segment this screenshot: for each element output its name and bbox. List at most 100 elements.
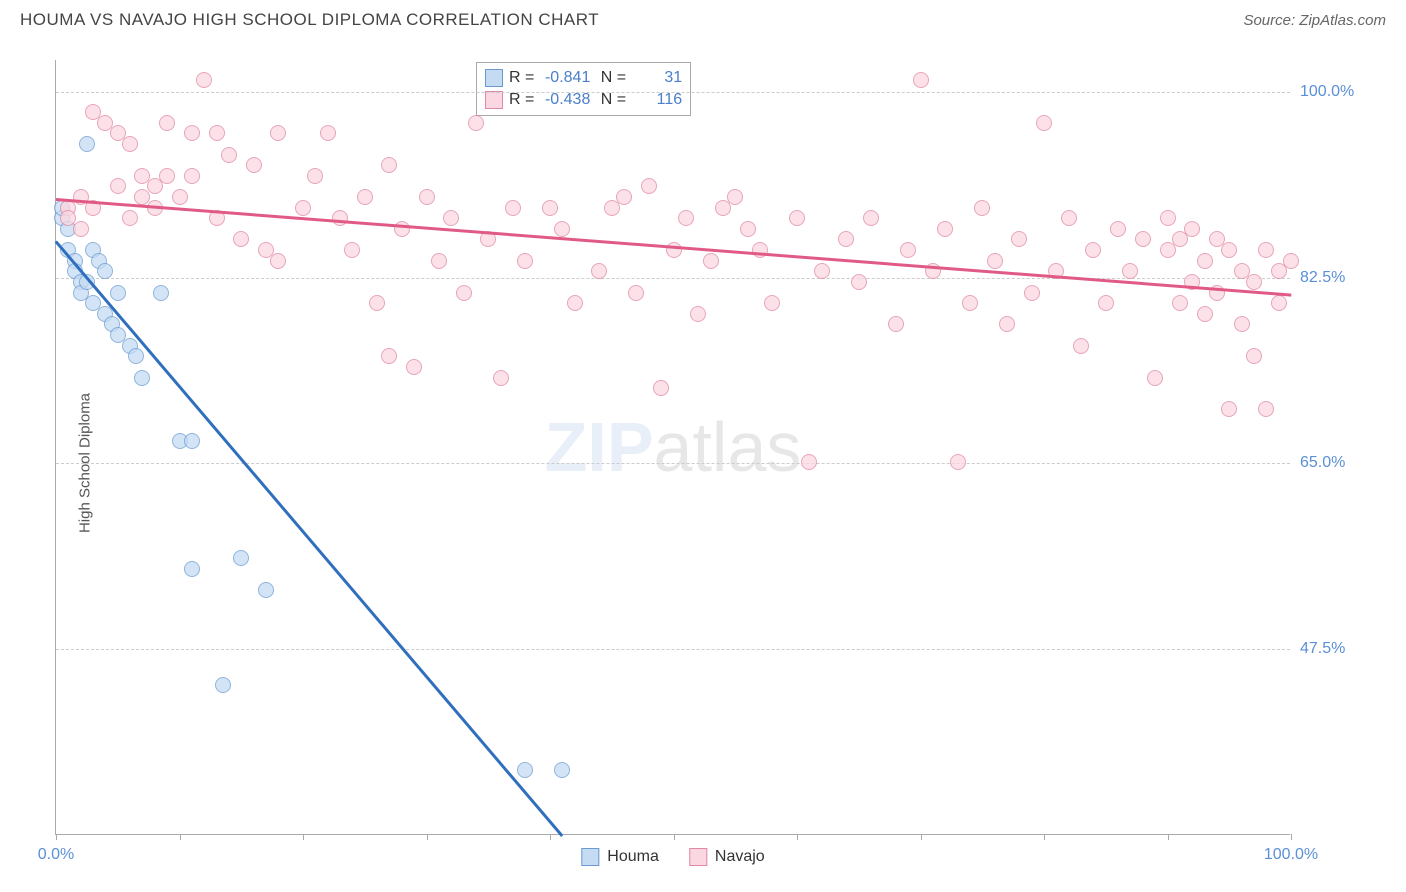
legend-label: Navajo (715, 848, 765, 866)
data-point (406, 359, 422, 375)
data-point (838, 231, 854, 247)
data-point (233, 550, 249, 566)
data-point (209, 125, 225, 141)
data-point (1098, 295, 1114, 311)
data-point (184, 168, 200, 184)
data-point (153, 285, 169, 301)
data-point (1184, 221, 1200, 237)
data-point (505, 200, 521, 216)
data-point (628, 285, 644, 301)
data-point (246, 157, 262, 173)
data-point (616, 189, 632, 205)
data-point (703, 253, 719, 269)
data-point (1036, 115, 1052, 131)
x-tick (180, 834, 181, 840)
data-point (196, 72, 212, 88)
data-point (1085, 242, 1101, 258)
data-point (1110, 221, 1126, 237)
data-point (641, 178, 657, 194)
data-point (900, 242, 916, 258)
data-point (740, 221, 756, 237)
data-point (270, 125, 286, 141)
data-point (727, 189, 743, 205)
x-tick (550, 834, 551, 840)
data-point (172, 189, 188, 205)
y-tick-label: 100.0% (1300, 83, 1380, 101)
data-point (1258, 242, 1274, 258)
trend-line (55, 241, 563, 837)
gridline (56, 92, 1290, 93)
data-point (542, 200, 558, 216)
data-point (270, 253, 286, 269)
legend-n-label: N = (596, 67, 626, 89)
data-point (913, 72, 929, 88)
data-point (493, 370, 509, 386)
source-attribution: Source: ZipAtlas.com (1243, 12, 1386, 29)
legend-swatch (485, 91, 503, 109)
x-tick (427, 834, 428, 840)
data-point (591, 263, 607, 279)
chart-container: High School Diploma ZIPatlas R =-0.841 N… (0, 35, 1406, 890)
data-point (1221, 242, 1237, 258)
watermark: ZIPatlas (545, 407, 802, 487)
data-point (79, 136, 95, 152)
data-point (1147, 370, 1163, 386)
data-point (1221, 401, 1237, 417)
data-point (184, 433, 200, 449)
data-point (888, 316, 904, 332)
data-point (320, 125, 336, 141)
series-legend: Houma Navajo (581, 848, 764, 866)
data-point (184, 561, 200, 577)
data-point (1197, 253, 1213, 269)
x-tick-label: 0.0% (38, 846, 74, 864)
data-point (431, 253, 447, 269)
data-point (863, 210, 879, 226)
data-point (1160, 210, 1176, 226)
x-tick (303, 834, 304, 840)
data-point (801, 454, 817, 470)
data-point (974, 200, 990, 216)
data-point (369, 295, 385, 311)
legend-swatch (485, 69, 503, 87)
legend-swatch (689, 848, 707, 866)
chart-header: HOUMA VS NAVAJO HIGH SCHOOL DIPLOMA CORR… (0, 0, 1406, 35)
x-tick (56, 834, 57, 840)
y-tick-label: 82.5% (1300, 269, 1380, 287)
data-point (233, 231, 249, 247)
data-point (159, 115, 175, 131)
x-tick-label: 100.0% (1264, 846, 1318, 864)
data-point (987, 253, 1003, 269)
data-point (851, 274, 867, 290)
data-point (789, 210, 805, 226)
data-point (110, 285, 126, 301)
legend-row: R =-0.841 N =31 (485, 67, 682, 89)
x-tick (797, 834, 798, 840)
plot-area: ZIPatlas R =-0.841 N =31R =-0.438 N =116… (55, 60, 1290, 835)
data-point (999, 316, 1015, 332)
data-point (653, 380, 669, 396)
data-point (517, 253, 533, 269)
data-point (128, 348, 144, 364)
data-point (443, 210, 459, 226)
data-point (419, 189, 435, 205)
data-point (357, 189, 373, 205)
data-point (215, 677, 231, 693)
y-tick-label: 65.0% (1300, 454, 1380, 472)
data-point (962, 295, 978, 311)
data-point (381, 348, 397, 364)
data-point (1024, 285, 1040, 301)
data-point (110, 178, 126, 194)
data-point (1011, 231, 1027, 247)
data-point (394, 221, 410, 237)
data-point (1061, 210, 1077, 226)
data-point (456, 285, 472, 301)
data-point (517, 762, 533, 778)
legend-r-value: -0.841 (540, 67, 590, 89)
data-point (1172, 295, 1188, 311)
chart-title: HOUMA VS NAVAJO HIGH SCHOOL DIPLOMA CORR… (20, 10, 599, 30)
data-point (1234, 316, 1250, 332)
legend-item: Houma (581, 848, 659, 866)
data-point (221, 147, 237, 163)
data-point (73, 221, 89, 237)
data-point (1246, 274, 1262, 290)
